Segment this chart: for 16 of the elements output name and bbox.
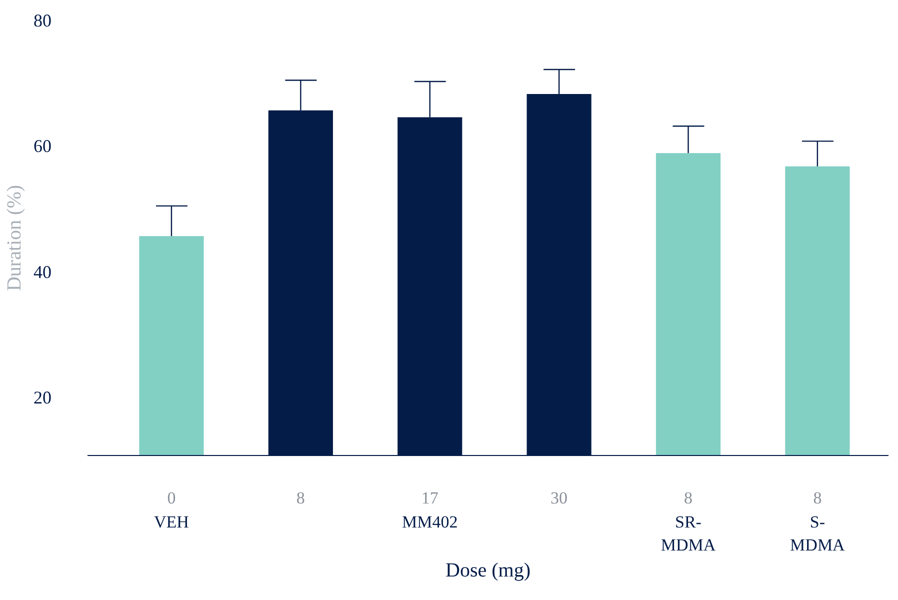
y-tick-label: 20 — [34, 388, 52, 408]
text: SR- MDMA — [660, 512, 716, 554]
y-tick-label: 40 — [34, 262, 52, 282]
text: MM402 — [402, 512, 458, 532]
x-tick-label: 0 — [167, 488, 176, 508]
y-tick-label: 80 — [34, 10, 52, 30]
text: S- MDMA — [790, 512, 846, 554]
x-tick-label: 8 — [813, 488, 822, 508]
x-tick-label: 8 — [684, 488, 692, 508]
y-axis-title: Duration (%) — [4, 184, 26, 292]
x-tick-label: 17 — [421, 488, 439, 508]
y-tick-label: 60 — [34, 136, 52, 156]
x-axis-title: Dose (mg) — [446, 559, 530, 582]
x-tick-label: 30 — [550, 488, 568, 508]
x-tick-label: 8 — [296, 488, 305, 508]
text: VEH — [154, 512, 189, 532]
